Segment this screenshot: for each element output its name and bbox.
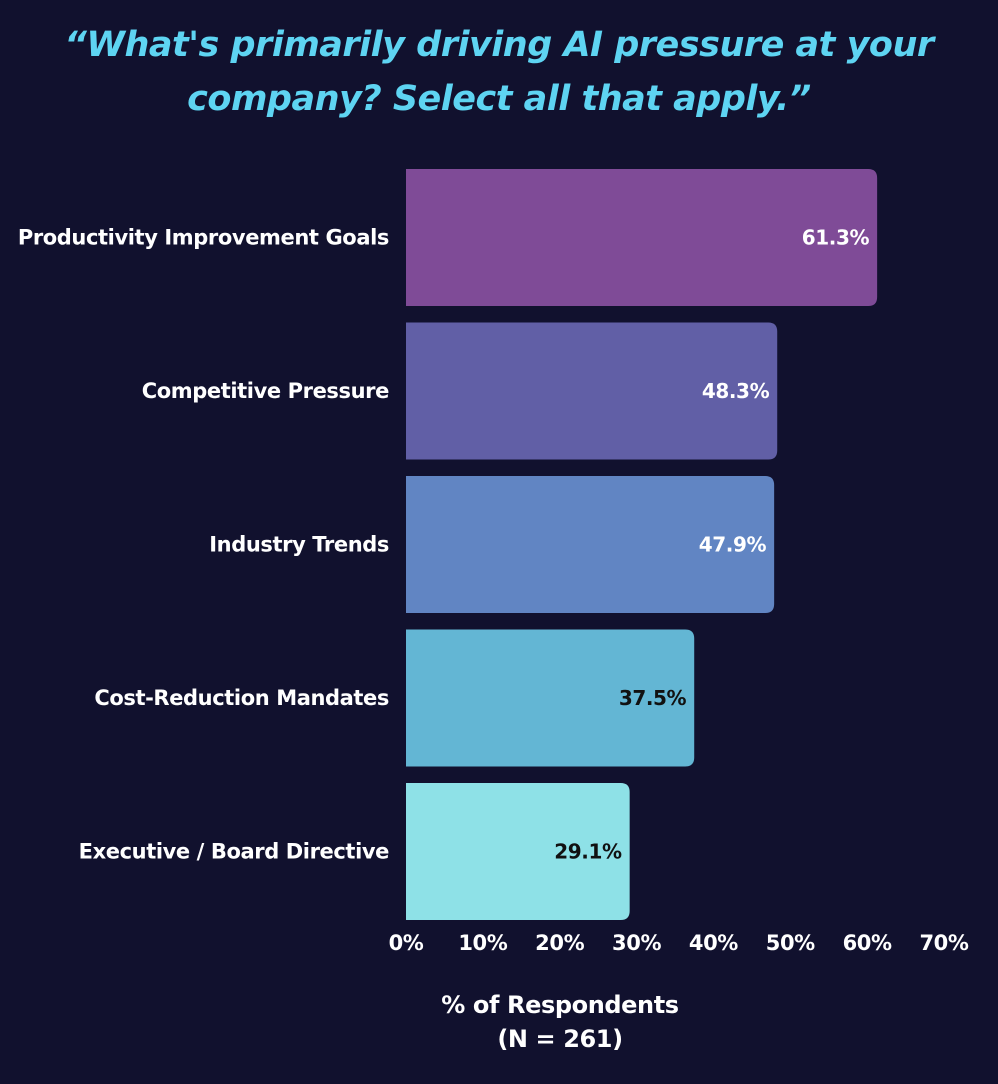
category-labels: Productivity Improvement Goals Competitiv… [18, 226, 390, 864]
category-label: Productivity Improvement Goals [18, 226, 389, 250]
x-tick-label: 70% [919, 931, 968, 955]
x-tick-label: 50% [766, 931, 815, 955]
x-tick-label: 0% [389, 931, 424, 955]
sample-size-label: (N = 261) [497, 1025, 623, 1053]
value-label: 47.9% [699, 533, 767, 557]
x-axis-ticks: 0% 10% 20% 30% 40% 50% 60% 70% [389, 931, 970, 955]
category-label: Industry Trends [209, 533, 389, 557]
bar-chart: Productivity Improvement Goals Competitiv… [18, 169, 970, 955]
bars-layer [406, 169, 878, 920]
x-tick-label: 40% [689, 931, 738, 955]
x-tick-label: 30% [612, 931, 661, 955]
x-tick-label: 20% [535, 931, 584, 955]
x-axis-label: % of Respondents [441, 991, 679, 1019]
bar-industry-trends [406, 476, 775, 613]
value-label: 48.3% [702, 379, 770, 403]
x-axis-title: % of Respondents (N = 261) [260, 988, 860, 1056]
value-label: 29.1% [554, 840, 622, 864]
bar-competitive-pressure [406, 322, 778, 460]
category-label: Competitive Pressure [142, 379, 389, 403]
chart-title: “What's primarily driving AI pressure at… [64, 25, 934, 119]
value-label: 37.5% [619, 686, 687, 710]
value-labels: 61.3% 48.3% 47.9% 37.5% 29.1% [554, 226, 870, 864]
bar-executive-board-directive [406, 783, 630, 920]
category-label: Executive / Board Directive [79, 840, 389, 864]
bar-productivity-improvement-goals [406, 169, 878, 306]
x-tick-label: 60% [843, 931, 892, 955]
bar-cost-reduction-mandates [406, 629, 695, 767]
value-label: 61.3% [802, 226, 870, 250]
category-label: Cost-Reduction Mandates [94, 686, 389, 710]
x-tick-label: 10% [458, 931, 507, 955]
